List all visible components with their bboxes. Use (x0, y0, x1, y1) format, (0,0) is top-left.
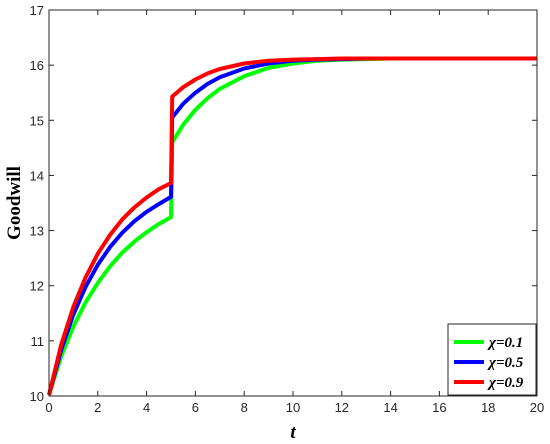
x-tick-label: 4 (143, 400, 150, 415)
series-layer (47, 56, 537, 396)
y-tick-label: 12 (30, 279, 44, 294)
legend-label-1: χ=0.1 (487, 335, 523, 351)
y-tick-label: 13 (30, 224, 44, 239)
y-tick-label: 17 (30, 3, 44, 18)
y-axis-label: Goodwill (4, 166, 25, 240)
x-axis-label: t (290, 422, 296, 443)
series-line-3 (47, 56, 537, 396)
x-tick-label: 2 (94, 400, 101, 415)
x-tick-label: 18 (481, 400, 495, 415)
y-tick-label: 16 (30, 58, 44, 73)
legend-label-2: χ=0.5 (487, 355, 524, 371)
legend-label-3: χ=0.9 (487, 375, 524, 391)
x-tick-label: 12 (335, 400, 349, 415)
ticks-layer: 0 2 4 6 8 10 12 14 16 18 20 10 11 12 13 14 15 16 17 (30, 3, 545, 415)
x-tick-label: 6 (192, 400, 199, 415)
y-tick-label: 10 (30, 389, 44, 404)
x-tick-label: 10 (286, 400, 300, 415)
legend: χ=0.1 χ=0.5 χ=0.9 (447, 323, 537, 396)
x-tick-label: 0 (45, 400, 52, 415)
y-tick-label: 11 (31, 334, 45, 349)
x-tick-label: 20 (530, 400, 544, 415)
x-tick-label: 8 (241, 400, 248, 415)
y-tick-label: 15 (30, 113, 44, 128)
y-tick-label: 14 (30, 168, 44, 183)
x-tick-label: 14 (383, 400, 397, 415)
x-tick-label: 16 (432, 400, 446, 415)
